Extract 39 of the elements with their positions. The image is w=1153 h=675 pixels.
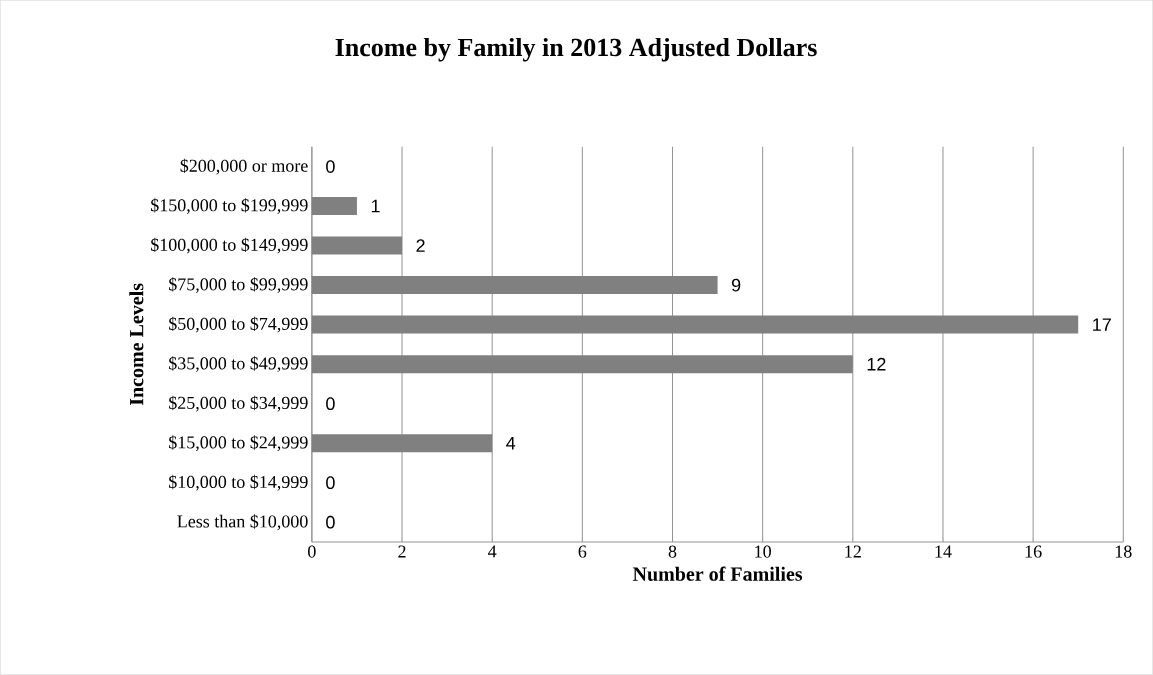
y-tick-label: $35,000 to $49,999 xyxy=(169,356,308,373)
bar xyxy=(311,276,718,295)
bar xyxy=(311,434,493,453)
y-tick-label: $50,000 to $74,999 xyxy=(169,316,308,333)
y-tick-label: $200,000 or more xyxy=(180,158,308,175)
chart-title: Income by Family in 2013 Adjusted Dollars xyxy=(335,38,817,62)
x-tick-label: 0 xyxy=(308,545,316,558)
data-label: 0 xyxy=(326,160,335,174)
bar xyxy=(311,315,1079,334)
x-tick-label: 14 xyxy=(935,545,952,558)
y-tick-label: $150,000 to $199,999 xyxy=(151,198,308,215)
y-tick-label: $15,000 to $24,999 xyxy=(169,435,308,452)
y-tick-label: Less than $10,000 xyxy=(177,514,308,531)
data-label: 4 xyxy=(506,437,516,450)
data-label: 9 xyxy=(731,278,741,292)
data-label: 0 xyxy=(326,397,335,411)
y-axis-title: Income Levels xyxy=(129,283,144,406)
x-tick-label: 16 xyxy=(1025,545,1042,558)
x-tick-label: 6 xyxy=(578,545,587,558)
y-tick-label: $25,000 to $34,999 xyxy=(169,395,308,412)
bar xyxy=(311,197,357,216)
x-tick-label: 12 xyxy=(845,545,861,558)
data-label: 17 xyxy=(1093,318,1111,331)
x-tick-label: 8 xyxy=(668,545,677,558)
x-tick-label: 18 xyxy=(1115,545,1132,558)
x-tick-label: 10 xyxy=(755,545,771,558)
data-label: 0 xyxy=(326,515,335,529)
x-tick-label: 2 xyxy=(398,545,406,558)
y-tick-label: $10,000 to $14,999 xyxy=(169,474,308,491)
x-tick-label: 4 xyxy=(488,545,497,558)
data-label: 12 xyxy=(867,357,886,371)
data-label: 1 xyxy=(371,199,380,213)
y-tick-label: $75,000 to $99,999 xyxy=(169,277,308,294)
data-label: 0 xyxy=(326,476,335,490)
bar xyxy=(311,236,403,255)
y-tick-label: $100,000 to $149,999 xyxy=(151,237,308,254)
x-axis-title: Number of Families xyxy=(632,566,803,582)
data-label: 2 xyxy=(416,239,425,252)
bar xyxy=(311,355,853,374)
